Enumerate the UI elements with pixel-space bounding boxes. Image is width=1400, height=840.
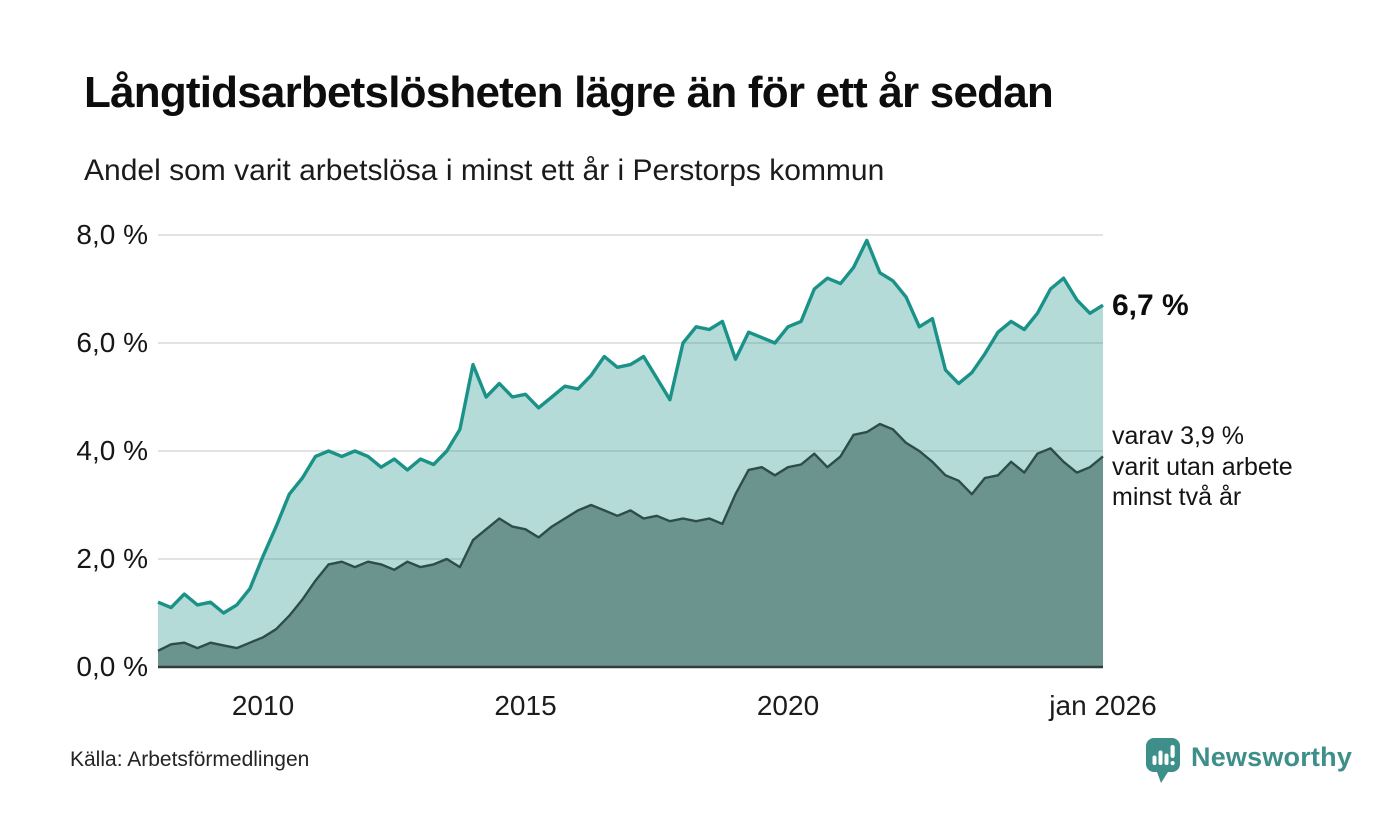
y-axis-label: 4,0 % bbox=[76, 435, 148, 466]
secondary-series-label: varav 3,9 % varit utan arbete minst två … bbox=[1112, 421, 1293, 513]
y-axis-label: 2,0 % bbox=[76, 543, 148, 574]
secondary-series-label-line3: minst två år bbox=[1112, 483, 1242, 511]
y-axis-label: 0,0 % bbox=[76, 651, 148, 682]
x-axis-label: 2020 bbox=[756, 690, 820, 721]
page-subtitle: Andel som varit arbetslösa i minst ett å… bbox=[84, 154, 885, 187]
latest-value-label: 6,7 % bbox=[1112, 289, 1189, 322]
chart-plot bbox=[157, 234, 1104, 669]
x-axis-label: 2015 bbox=[494, 690, 557, 721]
y-axis-label: 6,0 % bbox=[76, 327, 148, 358]
x-axis-label: 2010 bbox=[231, 690, 295, 721]
brand-name: Newsworthy bbox=[1191, 742, 1353, 772]
secondary-series-label-line2: varit utan arbete bbox=[1112, 452, 1293, 481]
line-two-years bbox=[157, 422, 1104, 652]
x-axis-label: jan 2026 bbox=[1049, 690, 1157, 721]
source-attribution: Källa: Arbetsförmedlingen bbox=[70, 748, 310, 771]
brand-logo: Newsworthy bbox=[1146, 738, 1352, 785]
area-two-years bbox=[158, 424, 1103, 667]
line-total bbox=[157, 238, 1104, 615]
page-title: Långtidsarbetslösheten lägre än för ett … bbox=[84, 68, 1054, 117]
newsworthy-bubble-chart-icon bbox=[1146, 738, 1180, 783]
y-axis-label: 8,0 % bbox=[76, 219, 148, 250]
secondary-series-label-line1: varav 3,9 % bbox=[1112, 422, 1245, 450]
